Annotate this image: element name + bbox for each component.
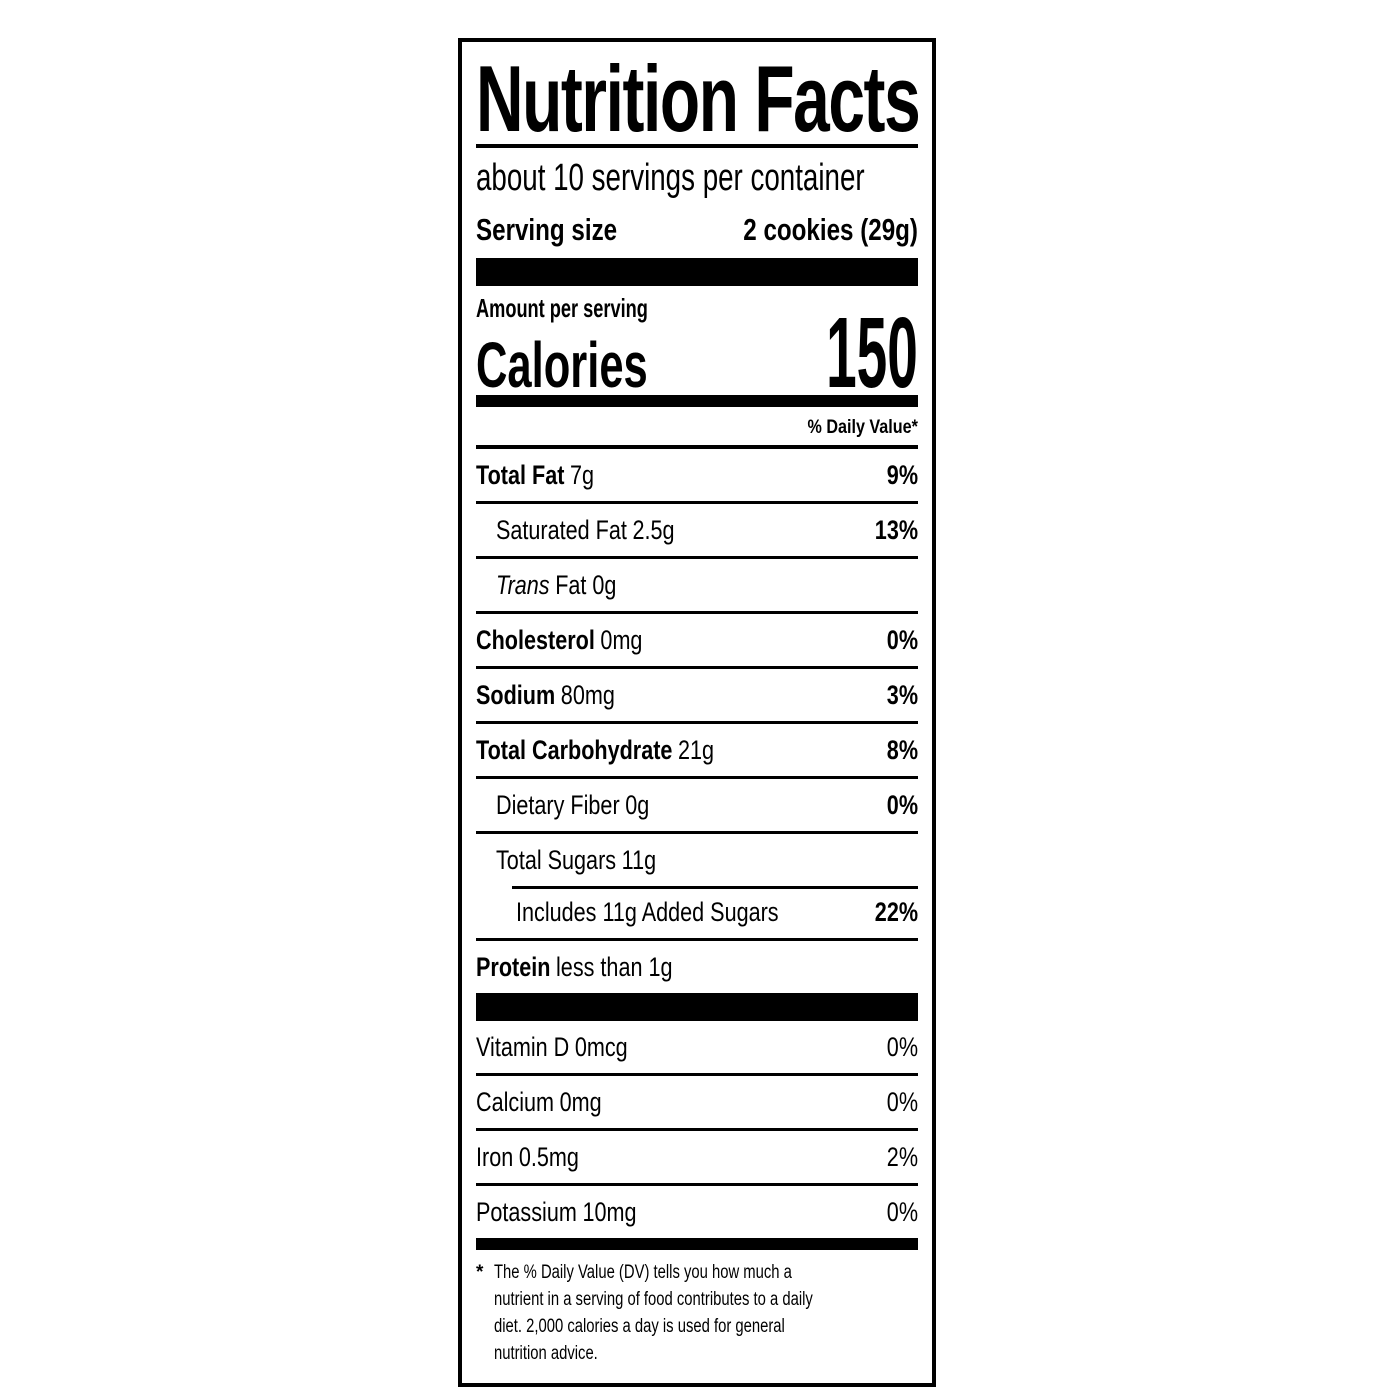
micronutrient-percent: 0% (886, 1086, 918, 1117)
section-bar-thick-micronutrients (476, 993, 918, 1021)
amount-per-serving: Amount per serving (476, 292, 918, 323)
micronutrient-row-calcium: Calcium 0mg 0% (476, 1073, 918, 1128)
nutrient-percent: 8% (886, 734, 918, 765)
nutrient-name: Total Carbohydrate (476, 734, 673, 765)
label-title: Nutrition Facts (476, 45, 921, 151)
nutrient-amount: 2.5g (632, 514, 675, 545)
nutrient-row-sodium: Sodium 80mg 3% (476, 666, 918, 721)
nutrient-name: Trans (496, 569, 550, 600)
serving-size-value: 2 cookies (29g) (743, 212, 918, 247)
nutrient-amount: 80mg (560, 679, 615, 710)
calories-divider-bar (476, 395, 918, 407)
micronutrient-amount: 10mg (582, 1196, 637, 1227)
micronutrient-row-vitamin-d: Vitamin D 0mcg 0% (476, 1021, 918, 1073)
micronutrient-name: Potassium (476, 1196, 577, 1227)
micronutrient-percent: 0% (886, 1031, 918, 1062)
micronutrient-name: Vitamin D (476, 1031, 570, 1062)
micronutrient-amount: 0mg (559, 1086, 602, 1117)
footnote-text: The % Daily Value (DV) tells you how muc… (494, 1262, 813, 1364)
nutrient-amount: 11g (621, 844, 657, 875)
micronutrient-row-iron: Iron 0.5mg 2% (476, 1128, 918, 1183)
calories-label: Calories (476, 329, 648, 402)
nutrient-row-total-sugars: Total Sugars 11g (476, 831, 918, 886)
nutrient-row-saturated-fat: Saturated Fat 2.5g 13% (476, 501, 918, 556)
nutrient-name: Protein (476, 951, 551, 982)
nutrient-amount: 0g (625, 789, 650, 820)
section-bar-thick-top (476, 258, 918, 286)
calories-row: Calories 150 (476, 303, 918, 403)
nutrient-row-trans-fat: Trans Fat 0g (476, 556, 918, 611)
nutrient-row-dietary-fiber: Dietary Fiber 0g 0% (476, 776, 918, 831)
title-divider (476, 144, 918, 148)
micronutrient-amount: 0mcg (574, 1031, 628, 1062)
micronutrient-name: Iron (476, 1141, 514, 1172)
serving-size-row: Serving size 2 cookies (29g) (476, 202, 918, 258)
nutrient-percent: 22% (874, 896, 918, 927)
footnote-divider-bar (476, 1238, 918, 1250)
nutrient-percent: 9% (886, 459, 918, 490)
servings-per-container: about 10 servings per container (476, 154, 918, 202)
nutrient-percent: 13% (874, 514, 918, 545)
micronutrient-name: Calcium (476, 1086, 555, 1117)
label-header: Nutrition Facts (476, 42, 921, 151)
nutrient-percent: 3% (886, 679, 918, 710)
nutrient-name: Includes 11g Added Sugars (516, 896, 779, 927)
nutrient-name: Total Fat (476, 459, 565, 490)
nutrient-row-total-fat: Total Fat 7g 9% (476, 449, 918, 501)
nutrient-percent: 0% (886, 789, 918, 820)
footnote-asterisk: * (476, 1262, 484, 1283)
amount-per-serving-text: Amount per serving (476, 292, 648, 323)
nutrient-amount: 0mg (600, 624, 643, 655)
nutrient-percent: 0% (886, 624, 918, 655)
micronutrient-percent: 2% (886, 1141, 918, 1172)
micronutrient-row-potassium: Potassium 10mg 0% (476, 1183, 918, 1238)
daily-value-header: % Daily Value* (476, 407, 918, 449)
nutrient-row-total-carbohydrate: Total Carbohydrate 21g 8% (476, 721, 918, 776)
nutrient-name: Total Sugars (496, 844, 617, 875)
nutrient-row-added-sugars: Includes 11g Added Sugars 22% (476, 886, 918, 938)
micronutrient-amount: 0.5mg (518, 1141, 579, 1172)
nutrient-amount: 7g (570, 459, 595, 490)
nutrient-name: Saturated Fat (496, 514, 627, 545)
daily-value-footnote: * The % Daily Value (DV) tells you how m… (476, 1250, 918, 1383)
daily-value-header-text: % Daily Value* (807, 417, 918, 438)
calories-value: 150 (826, 297, 918, 409)
micronutrient-percent: 0% (886, 1196, 918, 1227)
nutrient-amount: Fat 0g (555, 569, 617, 600)
nutrition-facts-label: Nutrition Facts about 10 servings per co… (458, 38, 936, 1387)
nutrient-name: Dietary Fiber (496, 789, 620, 820)
nutrient-name: Cholesterol (476, 624, 595, 655)
nutrient-amount: less than 1g (556, 951, 673, 982)
nutrient-name: Sodium (476, 679, 556, 710)
nutrient-row-protein: Protein less than 1g (476, 938, 918, 993)
nutrient-row-cholesterol: Cholesterol 0mg 0% (476, 611, 918, 666)
servings-per-container-text: about 10 servings per container (476, 156, 865, 199)
nutrient-amount: 21g (678, 734, 715, 765)
serving-size-label: Serving size (476, 212, 618, 247)
